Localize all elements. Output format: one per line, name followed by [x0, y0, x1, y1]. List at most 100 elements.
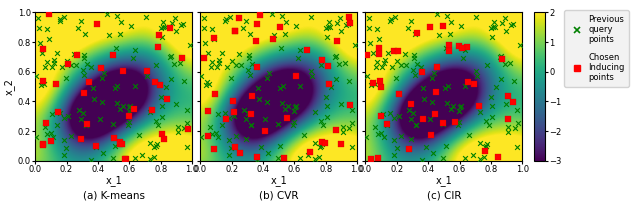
Point [175, 61, 185, 64]
Point [164, 26, 175, 30]
Point [156, 96, 166, 99]
Point [111, 46, 121, 49]
Point [509, 126, 520, 129]
Point [204, 134, 214, 138]
Point [42, 61, 52, 64]
Point [120, 157, 131, 160]
Point [404, 109, 415, 112]
Point [145, 141, 155, 145]
Point [224, 117, 234, 120]
Point [493, 156, 503, 159]
Point [160, 26, 170, 29]
Point [78, 69, 88, 72]
Point [394, 92, 404, 96]
Point [362, 53, 372, 56]
Point [234, 16, 244, 19]
Point [202, 81, 212, 84]
Point [483, 123, 493, 126]
Point [317, 142, 327, 145]
Point [214, 59, 225, 62]
Point [409, 57, 419, 60]
Point [374, 38, 385, 41]
Point [340, 61, 350, 64]
Point [204, 82, 214, 85]
Point [177, 22, 188, 25]
Point [31, 135, 41, 138]
Point [246, 124, 257, 127]
Text: (c) CIR: (c) CIR [427, 190, 461, 200]
Point [440, 86, 451, 89]
Point [291, 24, 301, 28]
Point [142, 75, 152, 78]
Point [159, 137, 169, 140]
Point [322, 115, 332, 119]
Point [182, 108, 193, 112]
Point [322, 104, 332, 107]
Point [505, 61, 515, 64]
Point [255, 13, 266, 16]
Point [425, 25, 435, 28]
Point [124, 114, 134, 117]
Point [412, 124, 422, 127]
Point [495, 78, 506, 81]
Point [95, 117, 105, 121]
Point [76, 118, 86, 121]
Point [445, 107, 456, 111]
Point [417, 70, 427, 73]
Point [158, 20, 168, 23]
Point [323, 20, 333, 23]
Point [479, 155, 489, 159]
Point [161, 85, 171, 89]
Point [151, 120, 161, 123]
Point [267, 13, 277, 16]
Point [474, 104, 484, 108]
Point [150, 80, 160, 83]
Point [344, 15, 354, 19]
Point [156, 26, 166, 29]
Point [252, 158, 262, 162]
Point [404, 148, 414, 151]
Point [280, 107, 291, 111]
Point [239, 109, 250, 112]
Point [70, 63, 81, 67]
Point [207, 27, 217, 31]
Point [412, 31, 422, 34]
Point [321, 96, 332, 99]
Point [60, 16, 70, 19]
Point [385, 111, 395, 114]
Point [42, 133, 52, 136]
Point [341, 23, 351, 27]
Point [231, 63, 241, 67]
Point [282, 116, 292, 120]
Point [503, 125, 513, 129]
Point [326, 85, 336, 89]
Point [227, 59, 237, 63]
Point [306, 15, 316, 18]
Point [209, 38, 220, 41]
Point [256, 145, 266, 149]
Point [72, 26, 83, 29]
Point [153, 123, 163, 126]
Point [45, 140, 56, 143]
Point [383, 51, 393, 55]
Point [40, 126, 51, 129]
Point [449, 104, 459, 108]
Point [440, 145, 451, 148]
Point [110, 145, 120, 148]
Point [475, 141, 485, 145]
Point [49, 59, 60, 62]
Point [361, 135, 371, 138]
Point [262, 76, 273, 80]
Point [152, 142, 162, 145]
Point [406, 118, 416, 121]
Point [336, 102, 346, 105]
Point [82, 62, 92, 66]
Point [497, 21, 508, 25]
Point [145, 158, 155, 161]
Point [51, 82, 61, 85]
Point [182, 146, 192, 149]
Point [52, 111, 63, 114]
Point [275, 145, 285, 148]
Point [79, 57, 89, 60]
Point [388, 49, 399, 53]
